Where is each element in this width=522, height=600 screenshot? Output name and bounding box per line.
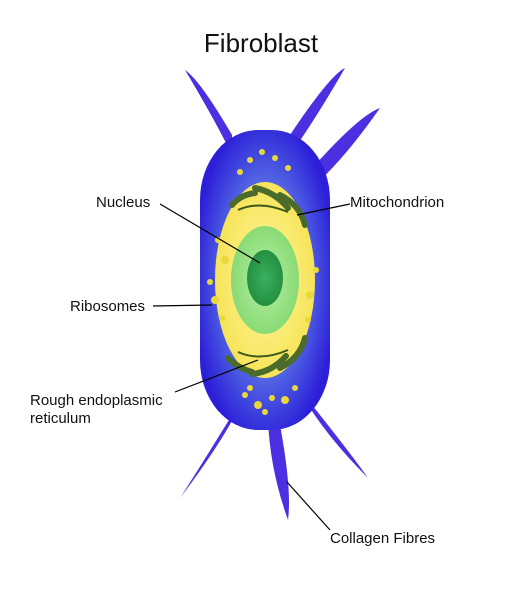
label-collagen: Collagen Fibres <box>330 530 435 548</box>
label-ribosomes: Ribosomes <box>70 298 145 316</box>
label-nucleus: Nucleus <box>96 194 150 212</box>
label-rer: Rough endoplasmicreticulum <box>30 392 163 428</box>
label-mitochondrion: Mitochondrion <box>350 194 444 212</box>
